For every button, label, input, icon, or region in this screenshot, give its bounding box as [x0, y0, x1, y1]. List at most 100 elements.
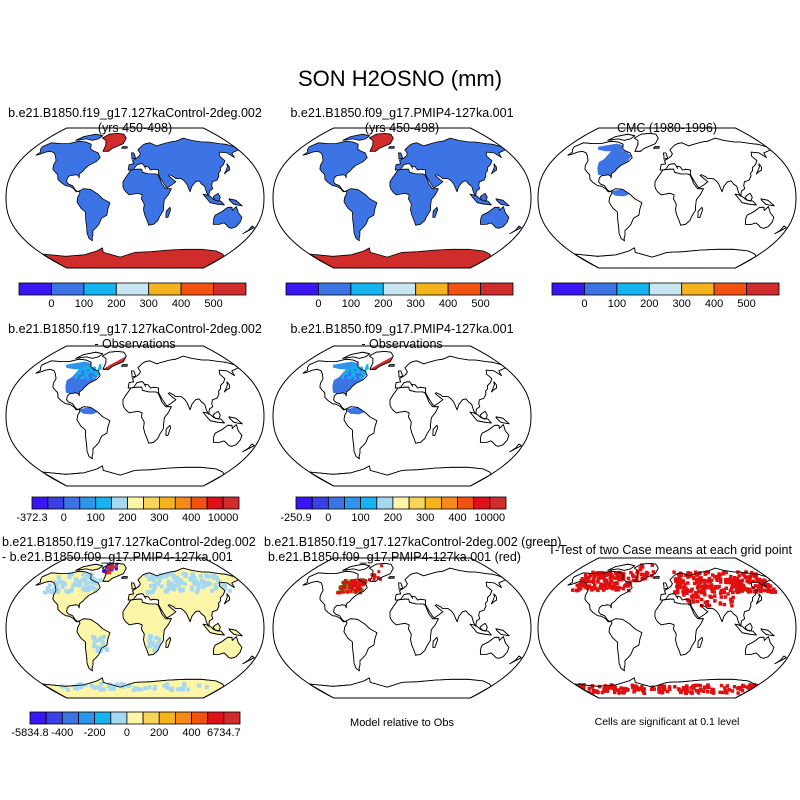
colorbar-swatch [285, 282, 319, 296]
map-p7 [5, 557, 265, 699]
map-p3 [537, 127, 797, 269]
colorbar-swatch [392, 496, 410, 510]
colorbar-tick-label: 300 [140, 298, 158, 310]
colorbar-tick-label: 0 [581, 298, 587, 310]
panel-4-title: b.e21.B1850.f19_g17.127kaControl-2deg.00… [5, 322, 265, 352]
panel-7-title-line2: - b.e21.B1850.f09_g17.PMIP4-127ka.001 [2, 550, 233, 564]
colorbar-swatch [713, 282, 747, 296]
colorbar-swatch [344, 496, 362, 510]
colorbar-p3: 0 100 200 300 400 500 [551, 282, 780, 310]
colorbar-swatch [142, 711, 160, 725]
colorbar-p4: -372.3 0 100 200 300 400 10000 [16, 496, 240, 524]
colorbar-swatch [63, 496, 81, 510]
map-p1 [5, 127, 265, 269]
colorbar-tick-label: 100 [75, 298, 93, 310]
colorbar-swatch [440, 496, 458, 510]
colorbar-swatch [424, 496, 442, 510]
colorbar-swatch [110, 711, 128, 725]
colorbar-swatch [83, 282, 117, 296]
colorbar-swatch [223, 711, 241, 725]
panel-7-title: b.e21.B1850.f19_g17.127kaControl-2deg.00… [0, 535, 300, 565]
colorbar-tick-label: 200 [384, 512, 402, 524]
colorbar-swatch [327, 496, 345, 510]
colorbar-tick-label: 400 [705, 298, 723, 310]
panel-9-note: Cells are significant at 0.1 level [594, 716, 740, 728]
map-p4 [5, 345, 265, 487]
colorbar-swatch [213, 282, 247, 296]
colorbar-tick-label: 400 [182, 727, 200, 739]
colorbar-swatch [295, 496, 313, 510]
colorbar-tick-label: 0 [315, 298, 321, 310]
panel-8-note: Model relative to Obs [350, 717, 454, 729]
colorbar-tick-label: 400 [448, 512, 466, 524]
colorbar-tick-label: 400 [172, 298, 190, 310]
colorbar-swatch [158, 496, 176, 510]
colorbar-swatch [190, 496, 208, 510]
colorbar-tick-label: 100 [351, 512, 369, 524]
colorbar-swatch [180, 282, 214, 296]
colorbar-swatch [616, 282, 650, 296]
colorbar-tick-label: 0 [124, 727, 130, 739]
colorbar-tick-label: 400 [439, 298, 457, 310]
colorbar-tick-label: 300 [407, 298, 425, 310]
colorbar-swatch [79, 496, 97, 510]
colorbar-swatch [311, 496, 329, 510]
colorbar-swatch [222, 496, 240, 510]
colorbar-swatch [115, 282, 150, 296]
colorbar-swatch [317, 282, 352, 296]
colorbar-tick-label: 10000 [475, 512, 506, 524]
colorbar-p5: -250.9 0 100 200 300 400 10000 [280, 496, 507, 524]
colorbar-tick-label: 100 [342, 298, 360, 310]
colorbar-swatch [360, 496, 378, 510]
colorbar-tick-label: 0 [325, 512, 331, 524]
colorbar-swatch [47, 496, 65, 510]
colorbar-swatch [206, 496, 224, 510]
colorbar-swatch [457, 496, 475, 510]
panel-7-title-line1: b.e21.B1850.f19_g17.127kaControl-2deg.00… [2, 535, 256, 549]
colorbar-tick-label: 200 [374, 298, 392, 310]
colorbar-tick-label: 200 [150, 727, 168, 739]
colorbar-swatch [473, 496, 491, 510]
colorbar-tick-label: 300 [416, 512, 434, 524]
colorbar-swatch [551, 282, 585, 296]
colorbar-swatch [681, 282, 715, 296]
colorbar-swatch [207, 711, 225, 725]
colorbar-swatch [148, 282, 182, 296]
colorbar-swatch [45, 711, 63, 725]
colorbar-swatch [350, 282, 384, 296]
figure-title: SON H2OSNO (mm) [297, 66, 503, 91]
colorbar-swatch [127, 496, 144, 510]
colorbar-p2: 0 100 200 300 400 500 [285, 282, 514, 310]
colorbar-tick-label: -400 [51, 727, 73, 739]
colorbar-tick-label: 300 [150, 512, 168, 524]
colorbar-tick-label: 6734.7 [207, 727, 241, 739]
colorbar-tick-label: 200 [107, 298, 125, 310]
colorbar-tick-label: 200 [118, 512, 136, 524]
colorbar-tick-label: -200 [84, 727, 106, 739]
map-p9 [537, 557, 797, 699]
colorbar-swatch [95, 496, 112, 510]
colorbar-tick-label: 500 [737, 298, 755, 310]
colorbar-swatch [126, 711, 144, 725]
colorbar-swatch [158, 711, 176, 725]
colorbar-tick-label: 300 [673, 298, 691, 310]
panel-5-title-line1: b.e21.B1850.f09_g17.PMIP4-127ka.001 [290, 322, 514, 336]
panel-8-title: b.e21.B1850.f19_g17.127kaControl-2deg.00… [262, 535, 562, 565]
colorbar-tick-label: 500 [471, 298, 489, 310]
map-p8 [272, 557, 532, 699]
colorbar-swatch [489, 496, 507, 510]
colorbar-swatch [191, 711, 209, 725]
colorbar-tick-label: 500 [204, 298, 222, 310]
panel-8-title-line2: b.e21.B1850.f09_g17.PMIP4-127ka.001 (red… [268, 550, 521, 564]
colorbar-swatch [78, 711, 96, 725]
colorbar-p7: -5834.8 -400 -200 0 200 400 6734.7 [11, 711, 241, 739]
colorbar-p1: 0 100 200 300 400 500 [18, 282, 247, 310]
colorbar-swatch [18, 282, 52, 296]
colorbar-swatch [61, 711, 79, 725]
colorbar-swatch [480, 282, 514, 296]
colorbar-swatch [648, 282, 683, 296]
colorbar-swatch [143, 496, 160, 510]
colorbar-swatch [174, 711, 192, 725]
colorbar-tick-label: 200 [640, 298, 658, 310]
